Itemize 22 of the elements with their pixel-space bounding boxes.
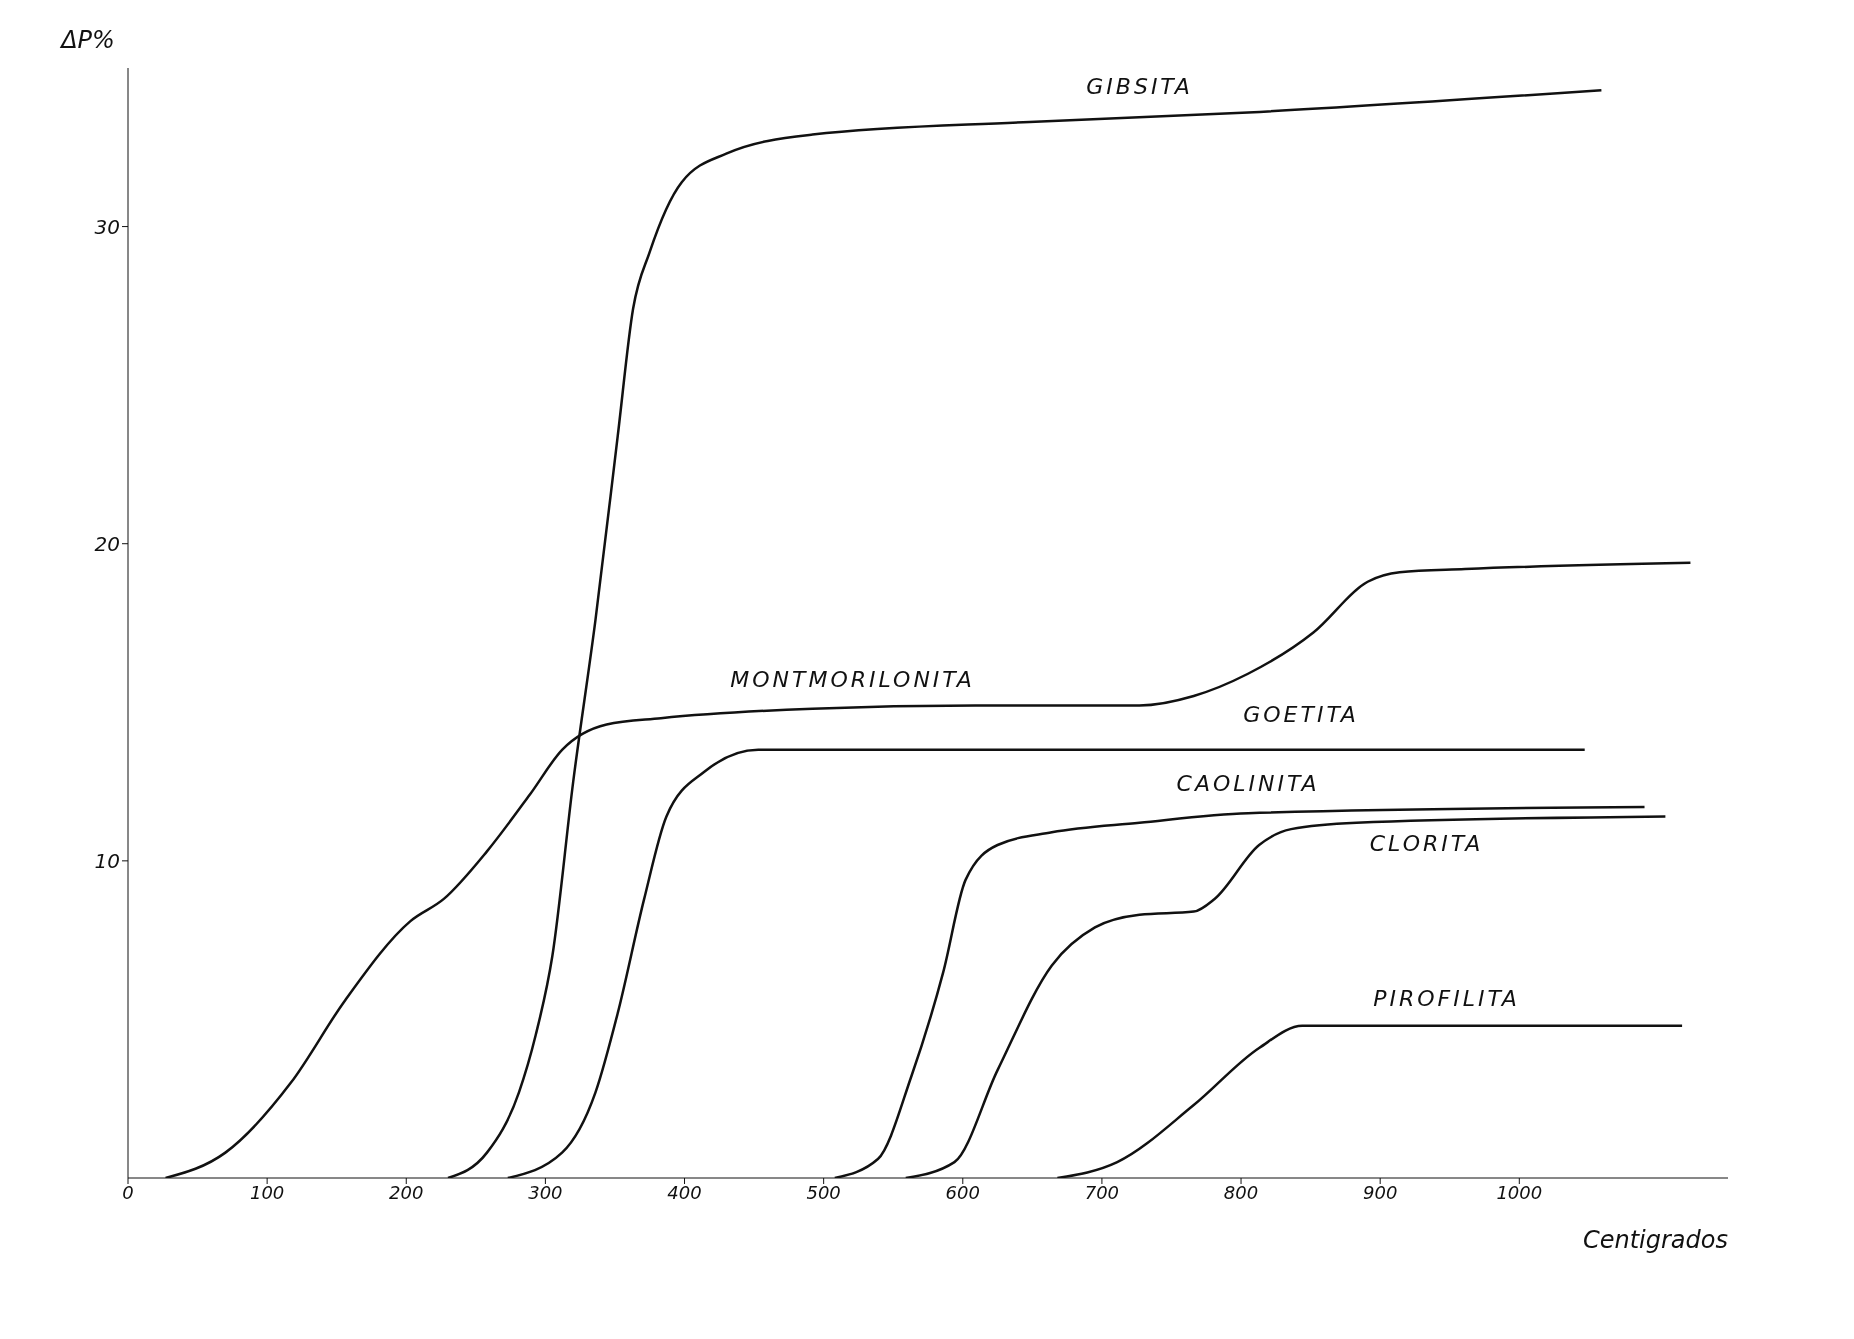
series-label: MONTMORILONITA — [730, 666, 975, 692]
x-tick-label: 500 — [806, 1181, 841, 1203]
series-label: GIBSITA — [1086, 73, 1193, 99]
y-tick-label: 20 — [94, 531, 120, 556]
series-label: GOETITA — [1243, 701, 1359, 727]
x-tick-label: 300 — [528, 1181, 563, 1203]
x-tick-label: 400 — [667, 1181, 702, 1203]
x-tick-label: 1000 — [1496, 1181, 1543, 1203]
x-tick-label: 700 — [1084, 1181, 1120, 1203]
x-tick-label: 900 — [1362, 1181, 1398, 1203]
x-tick-label: 600 — [945, 1181, 980, 1203]
x-tick-label: 0 — [122, 1181, 134, 1203]
x-tick-label: 800 — [1223, 1181, 1259, 1203]
y-axis-title: ΔP% — [59, 26, 115, 54]
y-tick-label: 10 — [94, 848, 120, 873]
x-tick-label: 200 — [389, 1181, 424, 1203]
x-axis-title: Centigrados — [1582, 1226, 1728, 1254]
series-label: CAOLINITA — [1176, 771, 1320, 797]
series-label: PIROFILITA — [1373, 985, 1520, 1011]
series-label: CLORITA — [1369, 830, 1484, 856]
y-tick-label: 30 — [94, 214, 120, 239]
x-tick-label: 100 — [249, 1181, 285, 1203]
